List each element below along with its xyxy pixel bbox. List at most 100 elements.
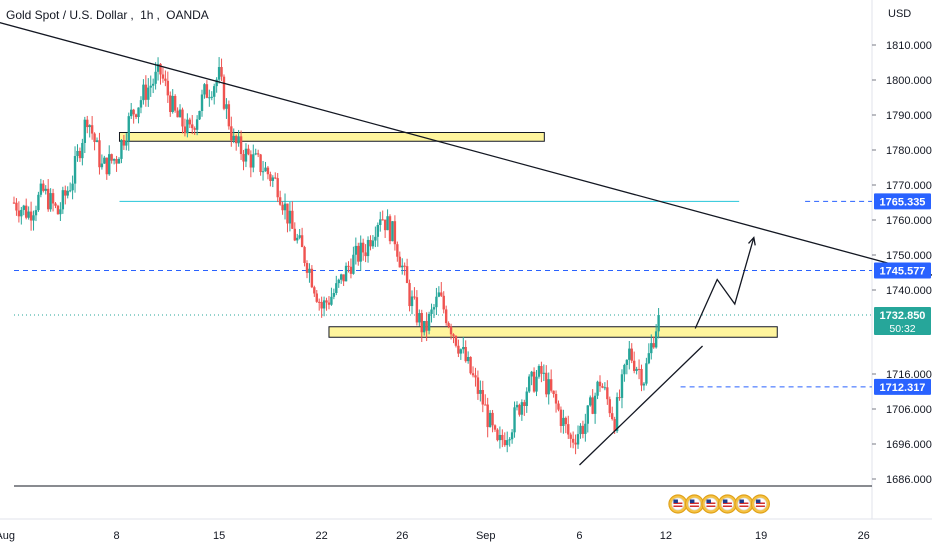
event-icon[interactable] — [717, 494, 738, 514]
candle-body — [64, 190, 67, 196]
x-tick-label: 26 — [858, 530, 870, 542]
candle-body — [29, 211, 33, 221]
candle-body — [510, 432, 514, 440]
candle-body — [274, 177, 277, 179]
candle — [15, 198, 18, 216]
candle-body — [647, 353, 651, 364]
candle — [632, 351, 636, 374]
candle-body — [374, 236, 377, 241]
candle-body — [200, 94, 204, 111]
flag-stripe — [706, 505, 716, 507]
candle-body — [291, 210, 294, 229]
candle-body — [73, 156, 77, 184]
flag-stripe — [673, 502, 683, 504]
candle — [122, 134, 126, 150]
candle-body — [27, 211, 30, 218]
candle-body — [393, 221, 397, 245]
event-icons — [668, 494, 771, 514]
candle-body — [318, 301, 321, 303]
candle-body — [232, 135, 235, 141]
candle-body — [42, 183, 45, 191]
candle — [603, 382, 607, 391]
candle — [339, 273, 343, 284]
event-icon[interactable] — [701, 494, 721, 514]
candle-body — [635, 368, 638, 371]
candle-body — [547, 379, 550, 395]
candle — [132, 108, 135, 124]
candle — [520, 399, 524, 421]
flag-stripe — [722, 502, 732, 504]
candle — [464, 340, 467, 363]
candle — [247, 144, 250, 156]
candle-body — [103, 157, 106, 164]
candle — [342, 274, 345, 287]
candle-body — [576, 434, 580, 445]
candle — [647, 343, 651, 365]
candle — [183, 118, 187, 137]
candle — [449, 323, 453, 340]
candle-body — [259, 154, 262, 173]
event-icon[interactable] — [734, 494, 754, 514]
flag-canton — [722, 499, 728, 503]
candle-body — [234, 135, 238, 144]
candle-body — [650, 343, 653, 354]
candle-body — [581, 425, 585, 434]
candle-body — [596, 381, 599, 396]
candle-body — [620, 374, 624, 398]
flag-stripe — [739, 505, 749, 507]
candle — [139, 96, 143, 114]
candle — [645, 357, 648, 386]
y-tick-label: 1696.000 — [886, 439, 932, 451]
candle — [83, 116, 87, 154]
candle-body — [486, 404, 489, 428]
candle-body — [593, 395, 597, 414]
candle — [49, 188, 52, 212]
candle — [42, 180, 45, 193]
candle — [642, 382, 646, 391]
candle-body — [39, 183, 43, 195]
candle-body — [545, 372, 548, 395]
flag-canton — [755, 499, 761, 503]
candle — [244, 143, 248, 168]
candle-body — [186, 119, 189, 134]
y-tick: 1800.000 — [872, 75, 932, 87]
candle-body — [215, 79, 218, 87]
candle-body — [481, 389, 484, 405]
candle-body — [32, 215, 35, 221]
candle-body — [83, 119, 87, 143]
candle — [332, 288, 336, 300]
candle — [274, 172, 277, 180]
candle-body — [44, 188, 47, 191]
event-icon[interactable] — [684, 494, 705, 514]
candle — [625, 359, 629, 375]
candle — [12, 196, 16, 204]
candle — [252, 144, 255, 173]
candle — [259, 153, 262, 176]
candle-body — [193, 128, 196, 130]
candle-body — [15, 202, 18, 211]
event-icon[interactable] — [750, 494, 771, 514]
chart-title[interactable]: Gold Spot / U.S. Dollar, 1h, OANDA — [6, 8, 209, 22]
candle — [554, 390, 558, 413]
candle-body — [579, 425, 582, 435]
candle — [337, 278, 340, 288]
candle-body — [56, 205, 60, 215]
candle — [291, 201, 294, 229]
candle-body — [191, 124, 194, 129]
event-icon[interactable] — [668, 494, 688, 514]
candle-body — [574, 442, 577, 445]
candle — [315, 290, 318, 303]
candle-body — [315, 293, 318, 302]
candle — [188, 117, 191, 129]
candle — [564, 416, 568, 434]
candle-body — [469, 356, 472, 374]
candle — [549, 369, 553, 393]
candle — [611, 406, 614, 421]
candle — [598, 375, 602, 392]
candle-body — [444, 309, 448, 324]
candle-body — [230, 126, 233, 141]
price-label-text: 1712.317 — [880, 382, 926, 394]
y-tick: 1716.000 — [872, 369, 932, 381]
